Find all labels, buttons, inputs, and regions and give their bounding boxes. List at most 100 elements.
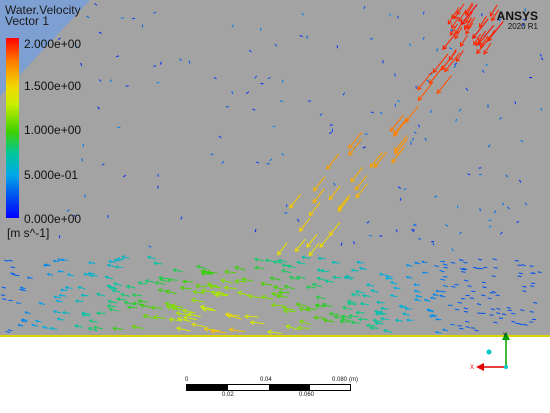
velocity-vector-head (154, 280, 159, 286)
velocity-vector (342, 92, 346, 96)
velocity-vector (306, 286, 317, 289)
velocity-vector-head (200, 269, 205, 274)
velocity-vector (344, 276, 353, 280)
velocity-vector-head (365, 323, 370, 328)
velocity-vector-head (264, 258, 269, 263)
velocity-vector-head (328, 195, 334, 201)
velocity-vector-head (52, 259, 56, 263)
velocity-vector (488, 225, 492, 229)
velocity-vector-head (165, 289, 170, 295)
velocity-vector (413, 223, 416, 227)
velocity-vector (83, 194, 86, 198)
velocity-vector (329, 131, 333, 135)
velocity-vector (84, 273, 92, 277)
velocity-vector-head (34, 319, 38, 323)
velocity-vector (519, 179, 522, 183)
velocity-vector (352, 241, 355, 245)
velocity-vector-head (350, 320, 355, 325)
velocity-vector (58, 270, 65, 273)
velocity-vector (474, 329, 479, 332)
velocity-vector (390, 294, 398, 298)
velocity-vector-head (295, 302, 301, 307)
velocity-vector (394, 135, 408, 152)
velocity-vector-head (320, 269, 324, 273)
velocity-vector-head (121, 255, 125, 259)
velocity-vector (112, 327, 124, 331)
velocity-vector (366, 324, 376, 327)
velocity-vector (153, 11, 157, 14)
velocity-vector-head (269, 276, 274, 281)
velocity-vector-head (467, 24, 472, 30)
velocity-vector-head (83, 272, 87, 276)
velocity-vector (299, 320, 312, 325)
velocity-vector (306, 234, 318, 248)
velocity-vector-head (159, 277, 164, 282)
velocity-vector-head (376, 300, 380, 305)
axis-triad: Y X (470, 332, 510, 371)
velocity-vector-head (458, 17, 463, 23)
velocity-vector (109, 308, 119, 312)
velocity-vector-head (167, 277, 172, 282)
velocity-vector-head (253, 257, 259, 262)
velocity-vector (325, 280, 335, 283)
velocity-vector-head (369, 325, 374, 330)
velocity-vector (272, 125, 276, 128)
velocity-vector (196, 265, 207, 270)
velocity-vector-head (114, 265, 119, 269)
velocity-vector (459, 327, 464, 330)
velocity-vector-head (439, 294, 443, 298)
legend-tick-2: 1.000e+00 (24, 123, 82, 137)
velocity-vector (127, 306, 138, 309)
velocity-vector (180, 216, 183, 220)
velocity-vector-head (113, 258, 118, 262)
velocity-vector-head (111, 288, 116, 293)
velocity-vector (394, 73, 396, 77)
velocity-vector-head (389, 281, 394, 285)
velocity-vector-head (283, 308, 288, 314)
velocity-vector (182, 280, 194, 283)
velocity-vector-head (87, 261, 92, 265)
velocity-vector-head (153, 314, 158, 320)
velocity-vector (464, 18, 472, 30)
color-legend-bar (6, 38, 19, 218)
velocity-vector-head (442, 45, 448, 51)
velocity-vector-head (348, 313, 353, 319)
velocity-vector-head (125, 284, 130, 289)
velocity-vector (440, 50, 457, 71)
velocity-vector (481, 294, 486, 297)
velocity-vector-head (38, 301, 42, 305)
velocity-vector (432, 242, 435, 246)
velocity-vector-head (56, 317, 61, 321)
velocity-vector (445, 224, 449, 227)
velocity-vector (463, 307, 469, 310)
velocity-vector-head (267, 329, 272, 335)
velocity-vector (522, 18, 526, 21)
wall-boundary (0, 335, 550, 337)
velocity-vector (216, 292, 229, 296)
velocity-vector (148, 245, 152, 248)
velocity-vector (386, 275, 393, 278)
velocity-vector (88, 262, 96, 264)
velocity-vector-head (417, 85, 422, 91)
velocity-vector (154, 316, 166, 319)
velocity-vector (381, 317, 389, 321)
velocity-vector (399, 305, 407, 308)
velocity-vector (246, 91, 250, 95)
velocity-vector (312, 188, 325, 204)
legend-subtitle: Vector 1 (5, 14, 50, 28)
velocity-vector (88, 272, 96, 275)
velocity-vector (66, 209, 70, 212)
triad-x-label: X (470, 365, 474, 371)
velocity-vector (116, 298, 127, 301)
velocity-vector (422, 36, 425, 40)
velocity-vector (342, 306, 353, 311)
velocity-vector-head (288, 275, 294, 280)
velocity-vector (489, 4, 498, 17)
velocity-vector-head (359, 302, 364, 306)
velocity-vector-head (116, 257, 121, 261)
velocity-vector (157, 185, 159, 189)
velocity-vector (201, 270, 212, 274)
velocity-vector (520, 309, 525, 312)
velocity-vector-field (0, 0, 544, 335)
